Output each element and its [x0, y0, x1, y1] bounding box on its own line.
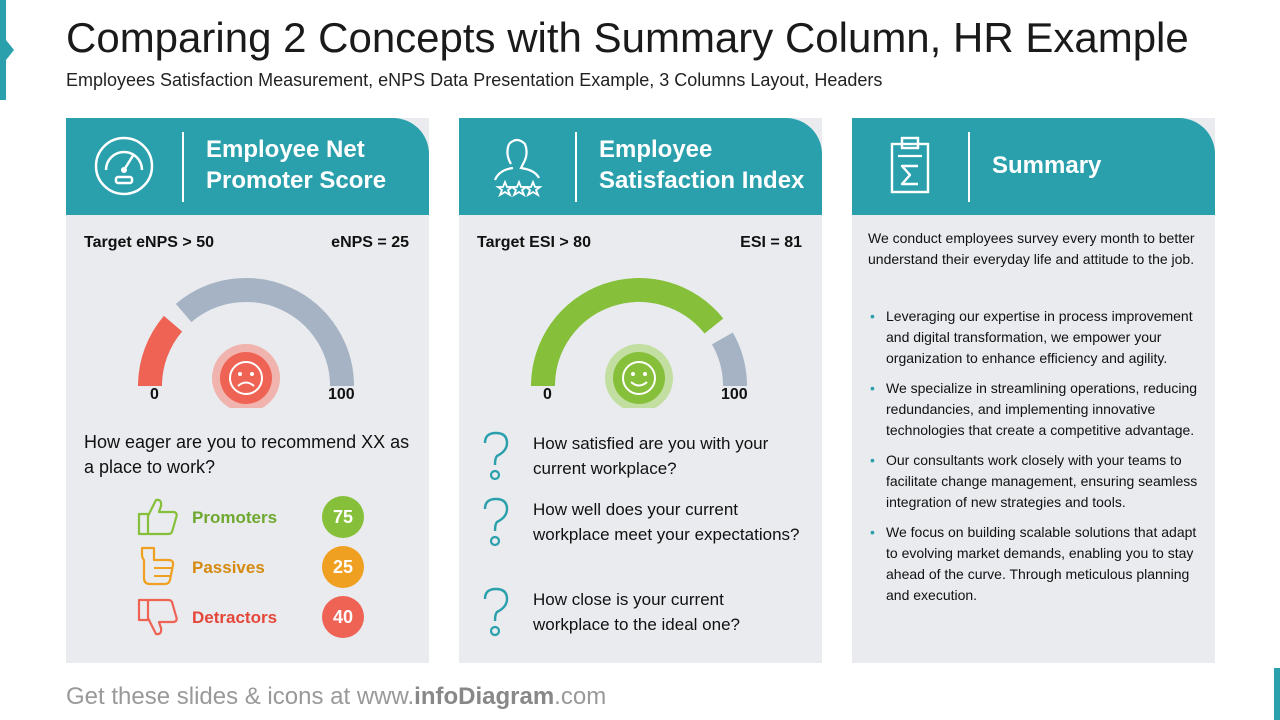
summary-card-header: Summary	[852, 118, 1215, 215]
esi-title-line1: Employee	[599, 136, 713, 163]
esi-target: Target ESI > 80	[477, 234, 591, 251]
bullet-dot-icon: •	[870, 380, 875, 396]
thumbs-up-icon	[137, 498, 178, 536]
summary-card: Summary We conduct employees survey ever…	[852, 118, 1215, 663]
summary-bullet-text: Our consultants work closely with your t…	[886, 452, 1198, 510]
happy-face-icon	[605, 344, 673, 408]
esi-scale-min: 0	[543, 386, 552, 403]
question-mark-icon	[483, 587, 509, 637]
footer-promo: Get these slides & icons at www.infoDiag…	[66, 683, 606, 711]
summary-bullet: • Leveraging our expertise in process imp…	[868, 306, 1208, 369]
summary-bullet: • Our consultants work closely with your …	[868, 450, 1208, 513]
summary-bullet-text: We specialize in streamlining operations…	[886, 380, 1198, 438]
passives-row: Passives 25	[136, 546, 376, 592]
gauge-value-arc	[531, 278, 724, 387]
gauge-remaining-arc	[711, 332, 747, 387]
right-accent-bar	[1274, 668, 1280, 720]
esi-value-label: ESI = 81	[740, 234, 802, 251]
header-divider	[575, 132, 577, 202]
enps-card-header: Employee Net Promoter Score	[66, 118, 429, 215]
person-rating-icon	[493, 138, 543, 198]
thumbs-down-icon	[137, 598, 178, 636]
enps-value-label: eNPS = 25	[331, 234, 409, 251]
promoters-row: Promoters 75	[136, 496, 376, 542]
esi-gauge	[531, 278, 747, 408]
header-divider	[182, 132, 184, 202]
summary-bullet-text: Leveraging our expertise in process impr…	[886, 308, 1193, 366]
question-mark-icon	[483, 431, 509, 481]
enps-gauge	[138, 278, 354, 408]
esi-title-line2: Satisfaction Index	[599, 167, 805, 194]
detractors-row: Detractors 40	[136, 596, 376, 642]
promoters-label: Promoters	[192, 508, 278, 527]
detractors-label: Detractors	[192, 608, 278, 627]
footer-suffix: .com	[554, 683, 607, 710]
left-accent-bar	[0, 0, 14, 100]
esi-question-3: How close is your current workplace to t…	[533, 590, 740, 634]
esi-card: Employee Satisfaction Index Target ESI >…	[459, 118, 822, 663]
footer-prefix: Get these slides & icons at www.	[66, 683, 415, 710]
summary-bullet-text: We focus on building scalable solutions …	[886, 524, 1197, 603]
page-subtitle: Employees Satisfaction Measurement, eNPS…	[66, 70, 883, 90]
footer-brand[interactable]: infoDiagram	[414, 683, 555, 710]
bullet-dot-icon: •	[870, 524, 875, 540]
enps-card: Employee Net Promoter Score Target eNPS …	[66, 118, 429, 663]
bullet-dot-icon: •	[870, 308, 875, 324]
gauge-value-arc	[138, 315, 183, 387]
summary-bullet: • We specialize in streamlining operation…	[868, 378, 1208, 441]
esi-card-header: Employee Satisfaction Index	[459, 118, 822, 215]
summary-intro: We conduct employees survey every month …	[868, 230, 1195, 267]
summary-bullet: • We focus on building scalable solutions…	[868, 522, 1208, 606]
speedometer-icon	[94, 136, 154, 196]
enps-target: Target eNPS > 50	[84, 234, 214, 251]
passives-label: Passives	[192, 558, 265, 577]
esi-question-2: How well does your current workplace mee…	[533, 500, 800, 544]
detractors-value: 40	[322, 596, 364, 638]
sad-face-icon	[212, 344, 280, 408]
esi-card-title: Employee Satisfaction Index	[599, 134, 814, 196]
promoters-value: 75	[322, 496, 364, 538]
enps-title-line2: Promoter Score	[206, 167, 387, 194]
gauge-remaining-arc	[175, 278, 354, 387]
enps-scale-max: 100	[328, 386, 355, 403]
enps-question: How eager are you to recommend XX as a p…	[84, 432, 410, 477]
passives-value: 25	[322, 546, 364, 588]
esi-question-1: How satisfied are you with your current …	[533, 434, 769, 478]
hand-pointing-icon	[140, 546, 175, 586]
clipboard-sigma-icon	[890, 136, 930, 194]
enps-title-line1: Employee Net	[206, 136, 365, 163]
enps-scale-min: 0	[150, 386, 159, 403]
bullet-dot-icon: •	[870, 452, 875, 468]
summary-bullets: • Leveraging our expertise in process imp…	[868, 306, 1208, 615]
header-divider	[968, 132, 970, 202]
esi-scale-max: 100	[721, 386, 748, 403]
enps-card-title: Employee Net Promoter Score	[206, 134, 421, 196]
page-title: Comparing 2 Concepts with Summary Column…	[66, 14, 1189, 61]
summary-card-title: Summary	[992, 152, 1102, 179]
question-mark-icon	[483, 497, 509, 547]
